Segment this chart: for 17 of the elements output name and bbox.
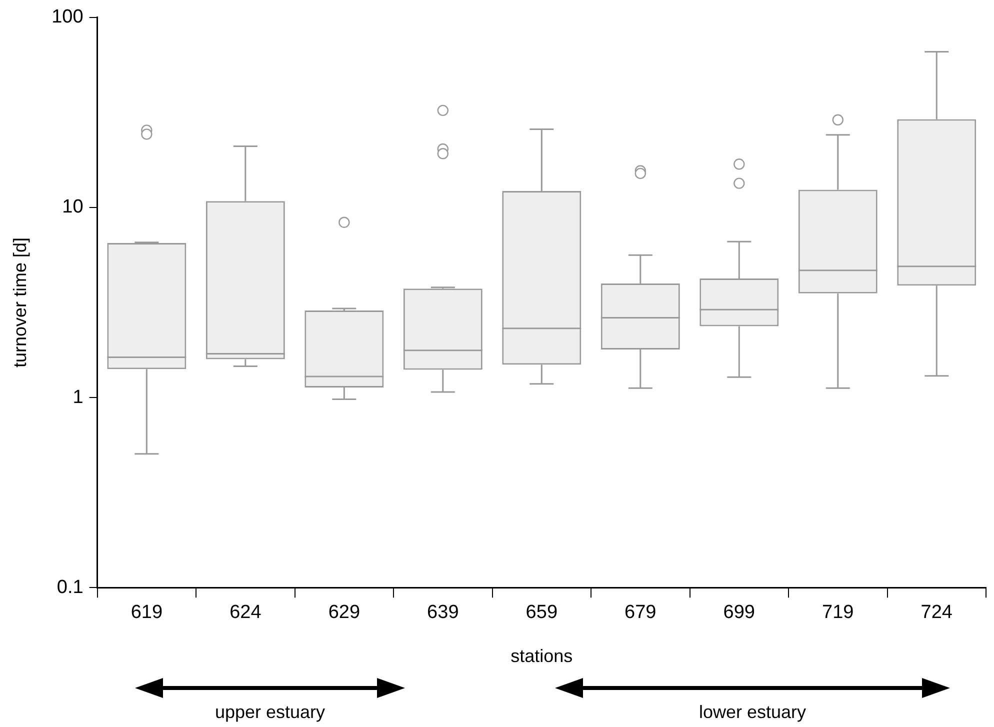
y-tick-label: 0.1 [56, 576, 84, 598]
x-tick-label: 639 [427, 602, 459, 624]
x-tick-label: 659 [526, 602, 558, 624]
x-tick-label: 699 [723, 602, 755, 624]
x-tick-label: 624 [230, 602, 262, 624]
x-tick-label: 719 [822, 602, 854, 624]
x-tick-label: 679 [624, 602, 656, 624]
x-tick-label: 619 [130, 602, 163, 624]
y-tick-label: 10 [62, 196, 84, 218]
x-axis-title: stations [510, 646, 573, 666]
x-tick-label: 724 [920, 602, 953, 624]
text: lower estuary [698, 702, 808, 723]
y-tick-label: 1 [72, 386, 84, 408]
y-axis-title: turnover time [d] [10, 237, 30, 368]
x-tick-label: 629 [328, 602, 360, 624]
text: upper estuary [214, 702, 326, 723]
y-tick-label: 100 [52, 6, 84, 28]
